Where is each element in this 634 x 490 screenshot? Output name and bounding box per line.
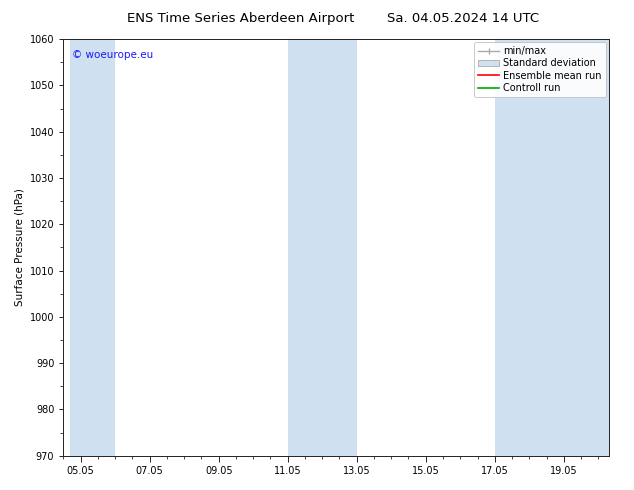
Bar — [70, 39, 115, 456]
Text: Sa. 04.05.2024 14 UTC: Sa. 04.05.2024 14 UTC — [387, 12, 539, 25]
Text: ENS Time Series Aberdeen Airport: ENS Time Series Aberdeen Airport — [127, 12, 354, 25]
Bar — [495, 39, 609, 456]
Text: © woeurope.eu: © woeurope.eu — [72, 49, 153, 60]
Legend: min/max, Standard deviation, Ensemble mean run, Controll run: min/max, Standard deviation, Ensemble me… — [474, 42, 605, 97]
Y-axis label: Surface Pressure (hPa): Surface Pressure (hPa) — [14, 189, 24, 306]
Bar — [288, 39, 357, 456]
